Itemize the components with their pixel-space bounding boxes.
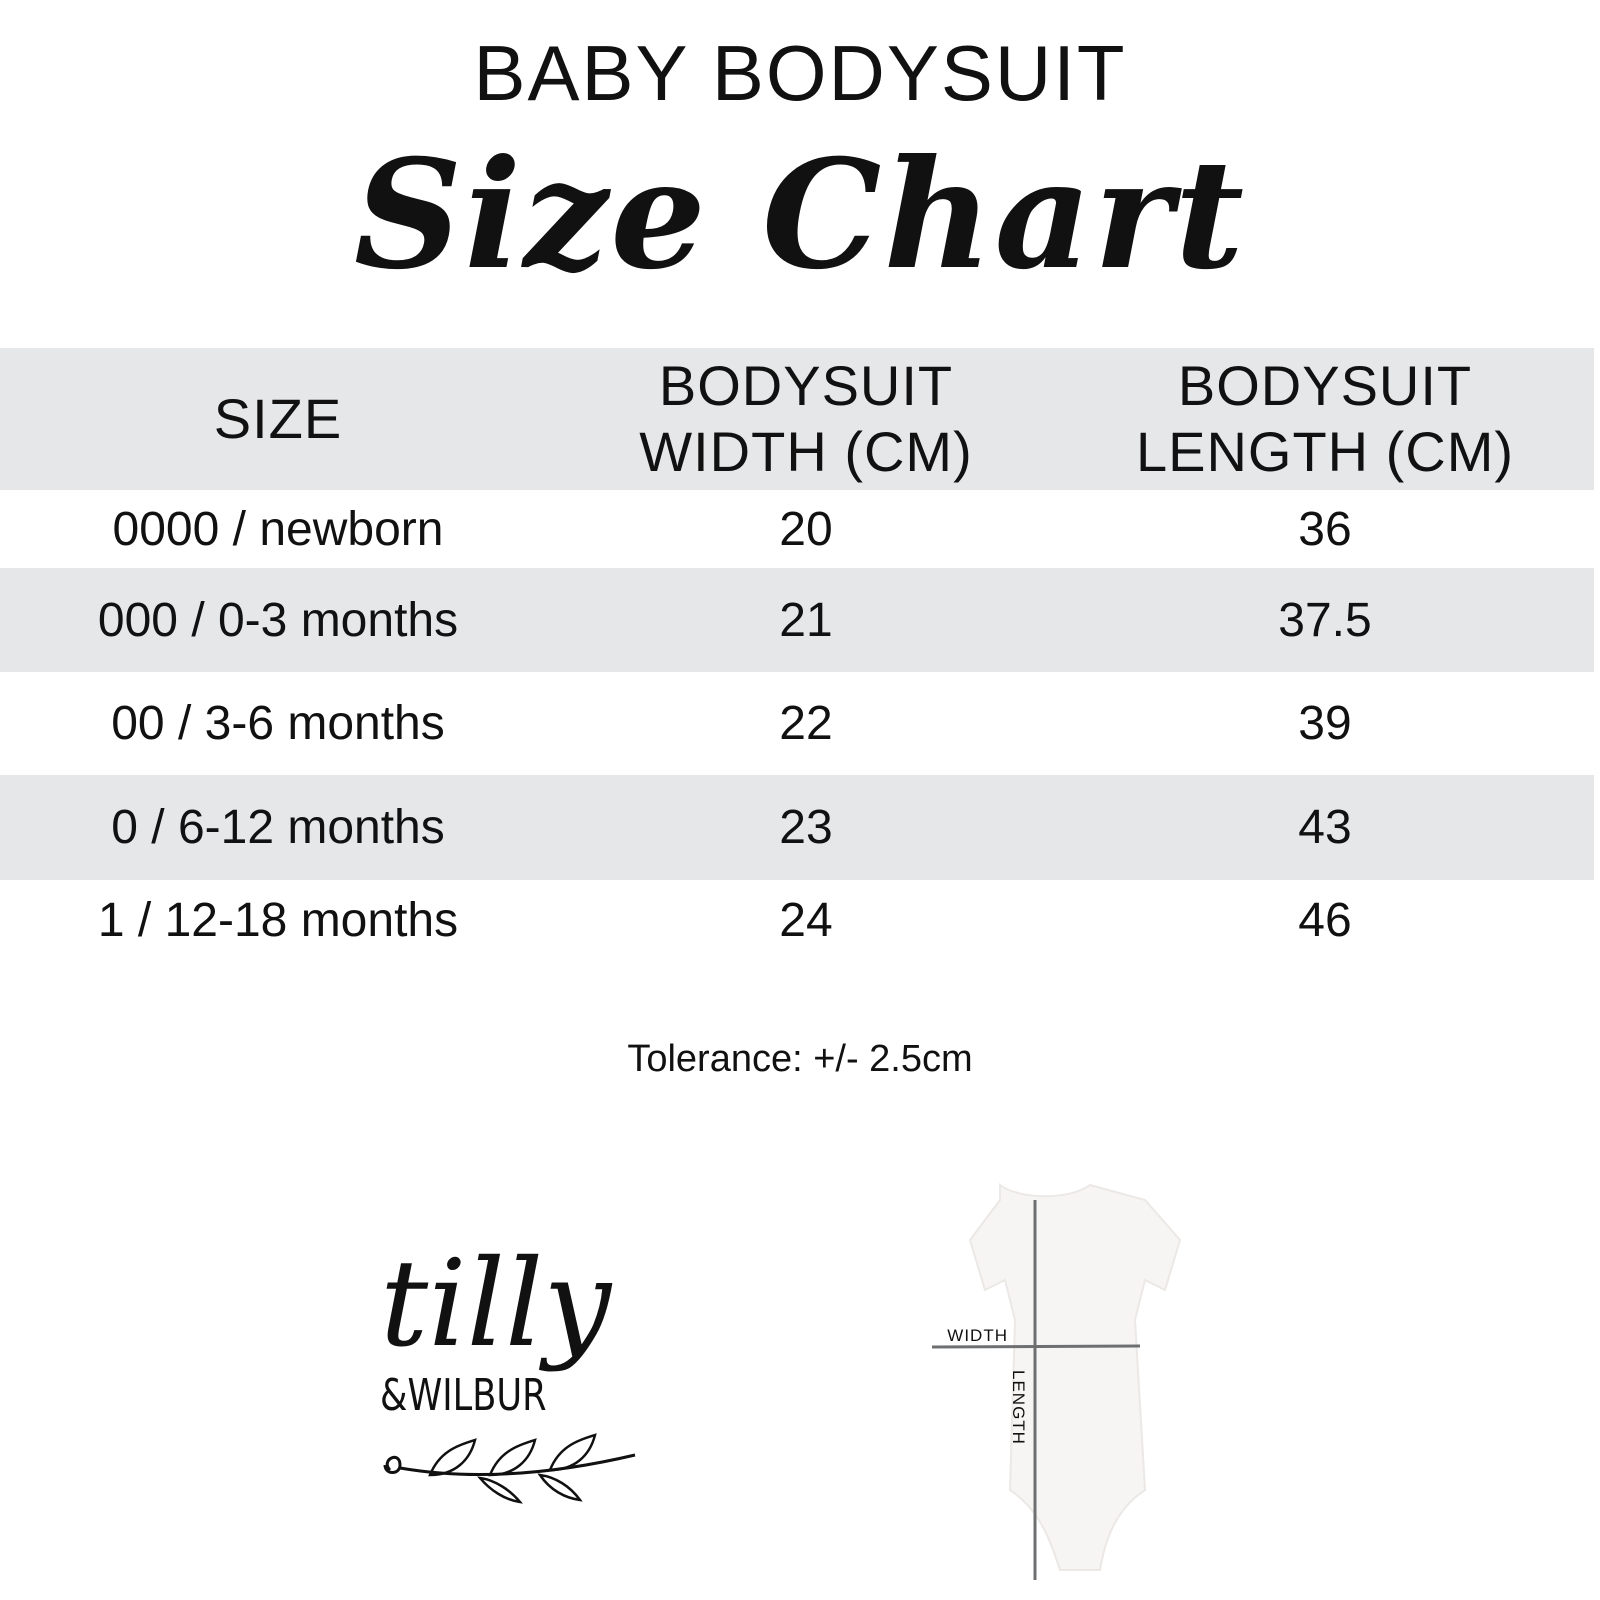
table-cell: 1 / 12-18 months bbox=[97, 893, 459, 947]
header-band bbox=[0, 348, 1594, 490]
brand-logo: tilly &WILBUR bbox=[370, 1240, 650, 1540]
table-cell: 23 bbox=[779, 801, 833, 854]
header-width: BODYSUIT WIDTH (CM) bbox=[639, 354, 973, 483]
bodysuit-diagram: WIDTH LENGTH bbox=[900, 1180, 1280, 1580]
table-cell: 000 / 0-3 months bbox=[97, 593, 459, 647]
table-cell: 00 / 3-6 months bbox=[111, 697, 445, 750]
header-size: SIZE bbox=[213, 387, 343, 450]
width-label: WIDTH bbox=[947, 1326, 1008, 1345]
table-cell: 37.5 bbox=[1278, 593, 1372, 647]
row-band bbox=[0, 568, 1594, 672]
row-band bbox=[0, 775, 1594, 880]
table-cell: 0000 / newborn bbox=[112, 502, 444, 556]
table-cell: 39 bbox=[1298, 697, 1352, 750]
table-cell: 24 bbox=[779, 893, 833, 947]
table-cell: 46 bbox=[1298, 893, 1352, 947]
table-cell: 36 bbox=[1298, 502, 1352, 556]
header-length: BODYSUIT LENGTH (CM) bbox=[1135, 354, 1515, 483]
table-cell: 0 / 6-12 months bbox=[111, 801, 445, 854]
heading: BABY BODYSUIT bbox=[473, 29, 1127, 117]
table-cell: 20 bbox=[779, 502, 833, 556]
bodysuit-image bbox=[931, 1183, 1182, 1580]
table-cell: 22 bbox=[779, 697, 833, 750]
page-title: Size Chart bbox=[353, 127, 1247, 303]
logo-text-tilly: tilly bbox=[380, 1235, 612, 1374]
tolerance-note: Tolerance: +/- 2.5cm bbox=[627, 1038, 973, 1080]
table-cell: 43 bbox=[1298, 801, 1352, 854]
length-label: LENGTH bbox=[1009, 1370, 1028, 1445]
table-cell: 21 bbox=[779, 593, 833, 647]
logo-text-wilbur: &WILBUR bbox=[380, 1370, 547, 1421]
leaf-branch-icon bbox=[383, 1433, 636, 1504]
